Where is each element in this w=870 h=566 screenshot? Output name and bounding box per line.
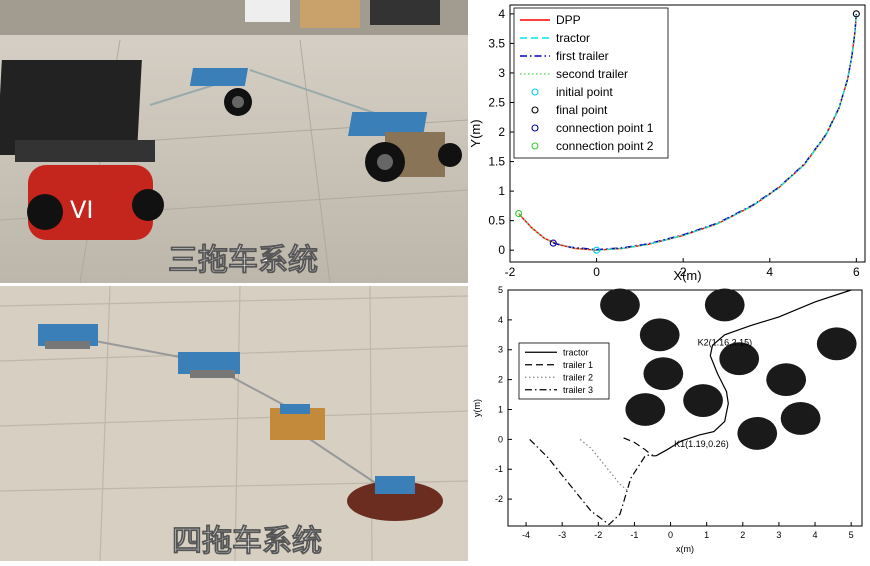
obstacle-path-chart: -4 -3 -2 -1 0 1 2 3 4 5 -2 -1 0 1 2 3 4 5 x(m) y(m) K2(1.16,… (470, 283, 870, 561)
y-tick-label: 3 (498, 66, 505, 80)
y-axis-label: y(m) (472, 399, 482, 417)
x-tick-label: -2 (594, 530, 602, 540)
four-trailer-caption: 四拖车系统 (172, 524, 322, 559)
three-trailer-photo-scene: VI 三拖车系统 (0, 0, 468, 283)
x-tick-label: 3 (776, 530, 781, 540)
legend-label: trailer 2 (563, 372, 593, 382)
series-line-trailer-2 (579, 438, 628, 491)
series-line-trailer-3 (529, 438, 653, 526)
svg-text:VI: VI (70, 196, 94, 224)
marker-final-point (852, 10, 860, 18)
x-tick-label: 2 (740, 530, 745, 540)
legend-label: tractor (563, 347, 589, 357)
obstacle (766, 363, 807, 397)
obstacle (719, 342, 760, 376)
series-line-second-trailer (518, 13, 857, 251)
y-tick-label: 1 (498, 404, 503, 414)
obstacle (816, 327, 857, 361)
legend-label: second trailer (556, 67, 628, 81)
y-tick-label: 2.5 (488, 95, 505, 109)
x-tick-label: -2 (505, 265, 516, 279)
y-tick-label: 1.5 (488, 155, 505, 169)
legend-label: tractor (556, 31, 590, 45)
y-tick-label: 2 (498, 125, 505, 139)
y-tick-label: 4 (498, 315, 503, 325)
legend-box (513, 7, 669, 159)
x-tick-label: -3 (558, 530, 566, 540)
x-tick-label: -1 (630, 530, 638, 540)
obstacle (683, 384, 723, 417)
obstacle (737, 416, 778, 450)
y-tick-label: 4 (498, 7, 505, 21)
four-trailer-photo-scene: 四拖车系统 (0, 286, 468, 561)
y-tick-label: 3 (498, 345, 503, 355)
legend-label: connection point 2 (556, 139, 654, 153)
obstacle (704, 288, 745, 322)
y-tick-label: 0 (498, 434, 503, 444)
legend-label: trailer 1 (563, 360, 593, 370)
y-tick-label: 2 (498, 375, 503, 385)
x-tick-label: -4 (522, 530, 530, 540)
obstacle (639, 318, 680, 352)
x-axis-label: x(m) (676, 544, 694, 554)
obstacle (643, 357, 684, 391)
x-tick-label: 1 (704, 530, 709, 540)
four-trailer-photo: 四拖车系统 (0, 286, 468, 561)
legend-marker (531, 88, 539, 96)
marker-initial-point (593, 246, 601, 254)
legend-label: initial point (556, 85, 613, 99)
dpp-trajectory-chart: -2 0 2 4 6 0 0.5 1 1.5 2 2.5 3 3.5 4 X(m) Y(m) DPP tracto… (468, 0, 870, 283)
annotation: K1(1.19,0.26) (674, 439, 729, 449)
y-tick-label: 0.5 (488, 214, 505, 228)
y-axis-label: Y(m) (470, 119, 483, 147)
x-tick-label: 0 (668, 530, 673, 540)
y-tick-label: 0 (498, 243, 505, 257)
y-tick-label: -1 (495, 464, 503, 474)
three-trailer-photo: VI 三拖车系统 (0, 0, 468, 283)
obstacle-path-plot: -4 -3 -2 -1 0 1 2 3 4 5 -2 -1 0 1 2 3 4 5 x(m) y(m) K2(1.16,… (472, 285, 863, 554)
x-axis-label: X(m) (673, 268, 701, 283)
legend-label: first trailer (556, 49, 609, 63)
x-tick-label: 0 (593, 265, 600, 279)
legend-label: final point (556, 103, 608, 117)
legend-label: DPP (556, 13, 581, 27)
y-tick-label: 3.5 (488, 36, 505, 50)
legend-marker (531, 124, 539, 132)
legend-marker (531, 106, 539, 114)
x-tick-label: 4 (813, 530, 818, 540)
obstacle (600, 288, 640, 322)
obstacle (780, 402, 821, 435)
dpp-trajectory-plot: -2 0 2 4 600.511.522.533.54X(m)Y(m)DPPtracto… (468, 4, 866, 283)
marker-connection-point-1 (549, 239, 557, 247)
legend-marker (531, 142, 539, 150)
y-tick-label: 1 (498, 184, 505, 198)
series-line-trailer-1 (623, 437, 657, 457)
marker-connection-point-2 (515, 210, 523, 218)
y-tick-label: -2 (495, 494, 503, 504)
y-tick-label: 5 (498, 285, 503, 295)
x-tick-label: 5 (849, 530, 854, 540)
legend-label: trailer 3 (563, 385, 593, 395)
three-trailer-caption: 三拖车系统 (168, 243, 318, 278)
obstacle (625, 393, 666, 426)
annotation: K2(1.16,3.15) (698, 337, 753, 347)
series-line-tractor (655, 289, 852, 457)
x-tick-label: 2 (680, 265, 687, 279)
x-tick-label: 4 (766, 265, 773, 279)
x-tick-label: 6 (853, 265, 860, 279)
legend-label: connection point 1 (556, 121, 654, 135)
